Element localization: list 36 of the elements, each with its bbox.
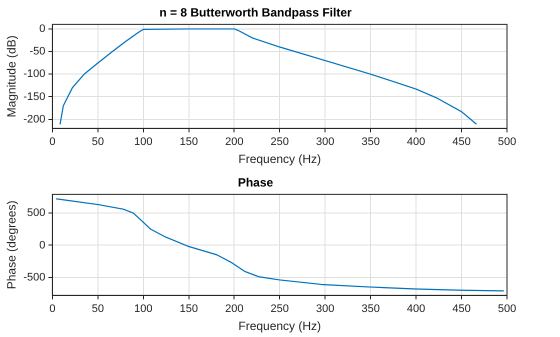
x-tick-label: 250 bbox=[270, 303, 289, 316]
x-tick-label: 100 bbox=[134, 303, 153, 316]
x-tick-label: 450 bbox=[452, 303, 471, 316]
x-tick-label: 0 bbox=[49, 303, 56, 316]
x-tick-label: 500 bbox=[498, 136, 516, 148]
x-tick-label: 200 bbox=[225, 303, 244, 316]
x-tick-label: 0 bbox=[49, 136, 56, 148]
y-tick-label: -150 bbox=[23, 90, 46, 103]
x-tick-label: 350 bbox=[361, 136, 380, 148]
x-tick-label: 300 bbox=[316, 136, 334, 148]
x-tick-label: 150 bbox=[180, 136, 198, 148]
x-tick-label: 250 bbox=[270, 136, 289, 148]
y-tick-label: 0 bbox=[39, 239, 46, 252]
x-axis-title: Frequency (Hz) bbox=[238, 319, 322, 334]
y-tick-label: -200 bbox=[23, 113, 46, 126]
y-axis-title: Phase (degrees) bbox=[4, 200, 19, 290]
x-tick-label: 500 bbox=[498, 303, 516, 316]
y-tick-label: -500 bbox=[23, 271, 46, 284]
x-tick-label: 100 bbox=[134, 136, 153, 148]
x-tick-label: 150 bbox=[180, 303, 198, 316]
y-tick-label: 500 bbox=[27, 207, 46, 220]
x-tick-label: 450 bbox=[452, 136, 471, 148]
x-tick-label: 50 bbox=[92, 136, 104, 148]
x-tick-label: 400 bbox=[406, 136, 426, 148]
y-tick-label: 0 bbox=[39, 22, 46, 35]
chart-title: Phase bbox=[238, 176, 274, 190]
y-tick-label: -50 bbox=[30, 46, 46, 58]
y-axis-title: Magnitude (dB) bbox=[4, 35, 19, 118]
x-tick-label: 200 bbox=[225, 136, 244, 148]
x-tick-label: 350 bbox=[361, 303, 380, 316]
x-tick-label: 50 bbox=[92, 303, 104, 316]
chart-title: n = 8 Butterworth Bandpass Filter bbox=[159, 6, 352, 20]
x-axis-title: Frequency (Hz) bbox=[238, 152, 322, 166]
x-tick-label: 400 bbox=[406, 303, 426, 316]
x-tick-label: 300 bbox=[316, 303, 334, 316]
y-tick-label: -100 bbox=[23, 68, 46, 80]
